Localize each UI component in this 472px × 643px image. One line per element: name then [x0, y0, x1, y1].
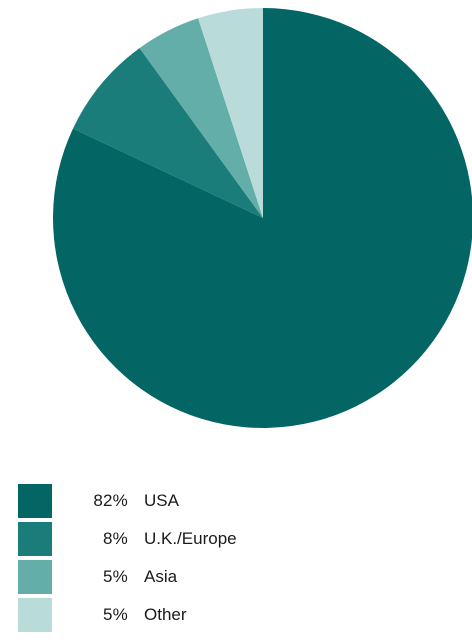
legend-value-asia: 5% [103, 567, 128, 586]
legend-swatch-asia [18, 560, 52, 594]
legend-swatch-usa [18, 484, 52, 518]
legend-value-other: 5% [103, 605, 128, 624]
legend-label-other: Other [144, 605, 187, 624]
legend-item-other: 5% Other [18, 598, 318, 636]
legend-value-usa: 82% [93, 491, 128, 510]
pie-slice-usa [53, 8, 472, 428]
legend-label-asia: Asia [144, 567, 178, 586]
legend-label-uk-europe: U.K./Europe [144, 529, 237, 548]
legend-item-asia: 5% Asia [18, 560, 318, 598]
legend-label-usa: USA [144, 491, 179, 510]
legend-item-usa: 82% USA [18, 484, 318, 522]
pie-chart [53, 8, 472, 428]
legend-item-uk-europe: 8% U.K./Europe [18, 522, 318, 560]
legend-swatch-uk-europe [18, 522, 52, 556]
legend-value-uk-europe: 8% [103, 529, 128, 548]
pie-slice-asia [139, 18, 263, 219]
legend: 82% USA 8% U.K./Europe 5% Asia 5% Other [18, 484, 318, 636]
pie-slice-u-k-europe [72, 48, 264, 218]
pie-slice-other [198, 8, 263, 218]
legend-swatch-other [18, 598, 52, 632]
